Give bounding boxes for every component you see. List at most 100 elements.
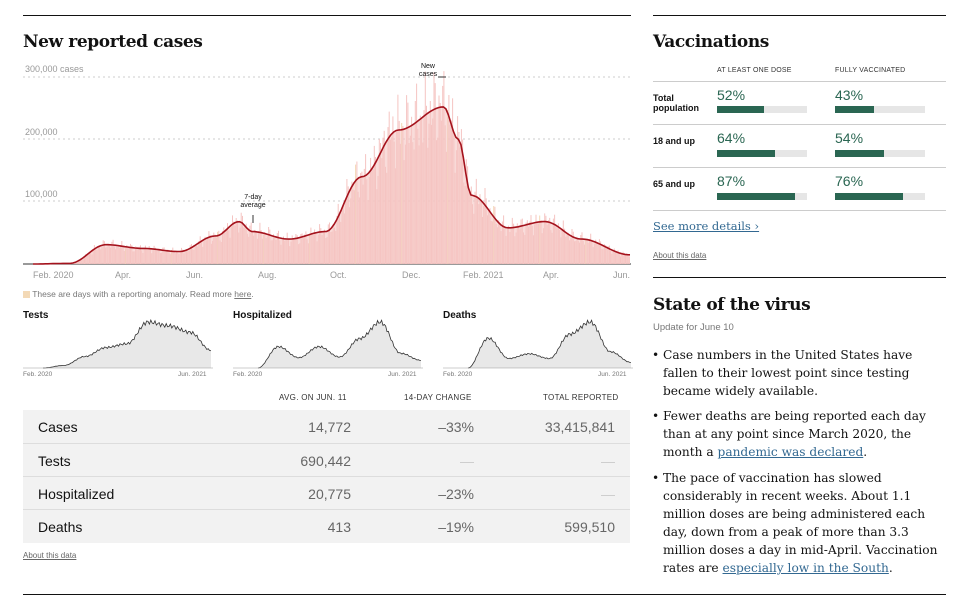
bullet-dot-icon: • [652, 471, 660, 485]
header-change: 14-DAY CHANGE [404, 393, 472, 402]
tests-sparkline [23, 319, 213, 369]
deaths-start: Feb. 2020 [443, 371, 473, 378]
deaths-sparkline [443, 319, 633, 369]
xtick-dec: Dec. [402, 270, 421, 280]
row-label: Hospitalized [38, 486, 115, 502]
row-divider [23, 443, 630, 444]
vacc-divider [653, 124, 946, 125]
table-row: Hospitalized 20,775 –23% — [23, 477, 630, 510]
virus-rule [653, 277, 946, 278]
vacc-full-pct: 43% [835, 87, 864, 103]
pandemic-link[interactable]: pandemic was declared [717, 445, 864, 459]
xtick-feb-2021: Feb. 2021 [463, 270, 504, 280]
vacc-row-label: 18 and up [653, 136, 696, 146]
row-change: — [460, 453, 474, 469]
see-more-details-link[interactable]: See more details › [653, 219, 760, 233]
vacc-full-bar [835, 106, 925, 113]
xtick-aug: Aug. [258, 270, 277, 280]
vacc-divider [653, 210, 946, 211]
top-rule-left [23, 15, 631, 16]
table-row: Cases 14,772 –33% 33,415,841 [23, 410, 630, 443]
vacc-col-one-dose: AT LEAST ONE DOSE [717, 67, 792, 74]
deaths-end: Jun. 2021 [598, 371, 627, 378]
vacc-one-dose-bar [717, 193, 807, 200]
new-cases-annotation: New cases [418, 63, 438, 78]
row-change: –19% [438, 519, 474, 535]
chart-title: New reported cases [23, 32, 203, 52]
about-data-link-right[interactable]: About this data [653, 251, 707, 260]
vacc-col-full: FULLY VACCINATED [835, 67, 906, 74]
vacc-bar-fill [835, 106, 874, 113]
virus-bullet: • The pace of vaccination has slowed con… [652, 471, 938, 575]
xtick-jun: Jun. [186, 270, 204, 280]
vacc-full-bar [835, 150, 925, 157]
tests-end: Jun. 2021 [178, 371, 207, 378]
vacc-full-pct: 54% [835, 130, 864, 146]
xtick-apr-2021: Apr. [543, 270, 560, 280]
table-row: Deaths 413 –19% 599,510 [23, 510, 630, 543]
vacc-bar-fill [717, 150, 775, 157]
row-total: 599,510 [564, 519, 615, 535]
deaths-area [468, 320, 631, 368]
vacc-bar-fill [717, 106, 764, 113]
vacc-bar-fill [717, 193, 796, 200]
row-change: –23% [438, 486, 474, 502]
row-change: –33% [438, 419, 474, 435]
tests-start: Feb. 2020 [23, 371, 53, 378]
hospitalized-area [258, 320, 421, 368]
avg-annotation: 7-day average [240, 194, 266, 209]
vacc-full-bar [835, 193, 925, 200]
south-link[interactable]: especially low in the South [722, 561, 889, 575]
vacc-row-label: Total population [653, 93, 699, 113]
vacc-one-dose-bar [717, 150, 807, 157]
virus-bullet: • Fewer deaths are being reported each d… [652, 409, 926, 459]
row-total: — [601, 453, 615, 469]
hospitalized-start: Feb. 2020 [233, 371, 263, 378]
row-avg: 14,772 [308, 419, 351, 435]
hospitalized-line [257, 319, 422, 369]
top-rule-right [653, 15, 946, 16]
vacc-divider [653, 81, 946, 82]
cases-line [33, 106, 631, 265]
table-row: Tests 690,442 — — [23, 444, 630, 477]
ytick-300k: 300,000 cases [25, 64, 84, 74]
anomaly-note: These are days with a reporting anomaly.… [23, 289, 254, 299]
vacc-bar-fill [835, 193, 904, 200]
row-label: Cases [38, 419, 78, 435]
header-total: TOTAL REPORTED [543, 393, 619, 402]
vacc-full-pct: 76% [835, 173, 864, 189]
tests-line [43, 319, 212, 369]
row-divider [23, 476, 630, 477]
deaths-title: Deaths [443, 310, 477, 321]
vaccinations-title: Vaccinations [653, 32, 769, 52]
vacc-one-dose-pct: 52% [717, 87, 746, 103]
hospitalized-title: Hospitalized [233, 310, 292, 321]
vacc-one-dose-pct: 64% [717, 130, 746, 146]
xtick-apr: Apr. [115, 270, 132, 280]
deaths-line [467, 319, 632, 369]
row-total: — [601, 486, 615, 502]
xtick-oct: Oct. [330, 270, 347, 280]
vacc-row-label: 65 and up [653, 179, 696, 189]
vacc-one-dose-bar [717, 106, 807, 113]
row-avg: 20,775 [308, 486, 351, 502]
anomaly-here-link[interactable]: here [234, 289, 252, 299]
xtick-jun-2021: Jun. [613, 270, 631, 280]
bullet-dot-icon: • [652, 348, 660, 362]
row-label: Tests [38, 453, 71, 469]
row-label: Deaths [38, 519, 83, 535]
virus-title: State of the virus [653, 295, 811, 315]
virus-update: Update for June 10 [653, 322, 734, 333]
ytick-200k: 200,000 [25, 127, 58, 137]
vacc-bar-fill [835, 150, 884, 157]
ytick-100k: 100,000 [25, 189, 58, 199]
row-avg: 413 [327, 519, 351, 535]
about-data-link-left[interactable]: About this data [23, 551, 77, 560]
row-divider [23, 509, 630, 510]
hospitalized-sparkline [233, 319, 423, 369]
header-avg: AVG. ON JUN. 11 [279, 393, 347, 402]
bottom-rule [23, 594, 946, 595]
vacc-divider [653, 167, 946, 168]
hospitalized-end: Jun. 2021 [388, 371, 417, 378]
row-avg: 690,442 [300, 453, 351, 469]
